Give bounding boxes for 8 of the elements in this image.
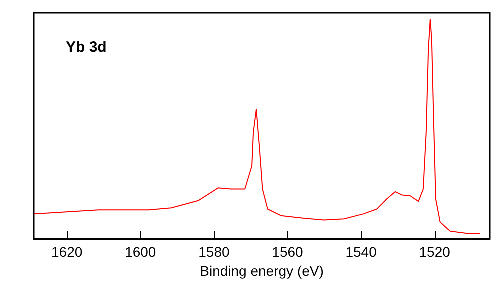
x-tick-label: 1560 [272, 244, 304, 260]
x-tick-label: 1620 [52, 244, 83, 260]
x-tick-label: 1600 [125, 244, 156, 260]
annotation: Yb 3d [66, 39, 107, 56]
x-axis-title: Binding energy (eV) [200, 263, 324, 279]
x-tick-label: 1520 [419, 244, 451, 260]
x-tick-label: 1580 [198, 244, 230, 260]
x-tick-label: 1540 [346, 244, 378, 260]
